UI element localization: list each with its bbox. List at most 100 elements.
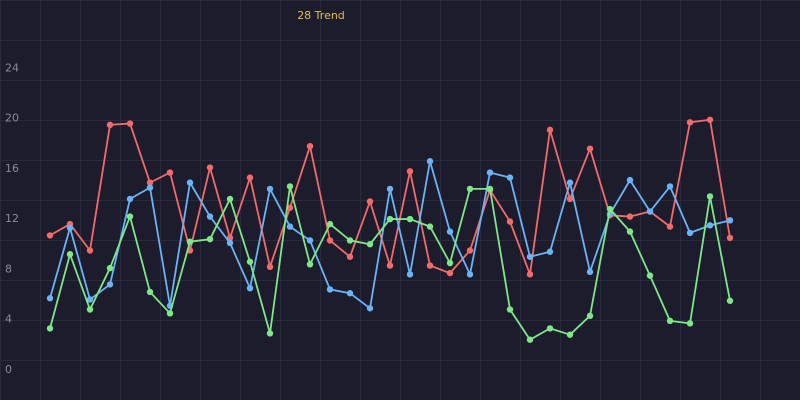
data-point xyxy=(426,262,434,269)
data-point xyxy=(126,195,134,203)
data-point xyxy=(86,296,94,303)
data-point xyxy=(466,247,474,254)
data-point xyxy=(246,258,254,265)
data-point xyxy=(326,286,334,293)
data-point xyxy=(586,145,594,152)
data-point xyxy=(526,336,534,343)
data-point xyxy=(206,164,214,171)
data-point xyxy=(686,320,694,327)
data-point xyxy=(706,116,714,123)
data-point xyxy=(266,330,274,337)
data-point xyxy=(46,295,54,302)
data-point xyxy=(46,232,54,239)
data-point xyxy=(66,224,74,232)
data-point xyxy=(726,217,734,224)
data-point xyxy=(166,310,174,317)
data-point xyxy=(666,317,674,325)
data-point xyxy=(366,241,374,248)
data-point xyxy=(466,271,474,278)
data-point xyxy=(106,281,114,288)
data-point xyxy=(206,213,214,220)
data-point xyxy=(186,179,194,186)
data-point xyxy=(566,195,574,203)
data-point xyxy=(266,185,274,193)
data-point xyxy=(686,229,694,237)
data-point xyxy=(726,297,734,304)
data-point xyxy=(406,215,414,223)
data-point xyxy=(126,120,134,127)
data-point xyxy=(486,169,494,176)
data-point xyxy=(706,222,714,229)
data-point xyxy=(726,234,734,242)
data-point xyxy=(566,331,574,338)
data-point xyxy=(666,223,674,230)
data-point xyxy=(626,213,634,220)
data-point xyxy=(146,184,154,191)
data-point xyxy=(126,213,134,220)
data-point xyxy=(566,179,574,186)
data-point xyxy=(306,261,314,268)
data-point xyxy=(86,306,94,313)
data-point xyxy=(366,198,374,205)
data-point xyxy=(686,119,694,126)
data-point xyxy=(346,290,354,297)
y-tick-label: 0 xyxy=(5,363,12,376)
data-point xyxy=(586,312,594,320)
data-point xyxy=(646,272,654,279)
data-point xyxy=(386,185,394,193)
y-tick-label: 20 xyxy=(5,112,19,125)
data-point xyxy=(646,208,654,215)
data-point xyxy=(626,228,634,235)
data-point xyxy=(526,271,534,278)
data-point xyxy=(266,263,274,271)
data-point xyxy=(586,268,594,276)
data-point xyxy=(226,239,234,247)
data-point xyxy=(286,223,294,230)
data-point xyxy=(106,264,114,272)
data-point xyxy=(626,176,634,184)
data-point xyxy=(226,195,234,203)
data-point xyxy=(506,306,514,313)
data-point xyxy=(446,259,454,267)
chart-title: 28 Trend xyxy=(297,9,345,22)
data-point xyxy=(286,204,294,211)
data-point xyxy=(206,235,214,243)
data-point xyxy=(486,185,494,193)
data-point xyxy=(606,205,614,213)
data-point xyxy=(506,218,514,225)
data-point xyxy=(386,262,394,269)
data-point xyxy=(546,126,554,134)
data-point xyxy=(326,220,334,228)
data-point xyxy=(346,253,354,260)
data-point xyxy=(506,174,514,181)
data-point xyxy=(386,215,394,223)
y-tick-label: 8 xyxy=(5,262,12,275)
data-point xyxy=(706,193,714,200)
data-point xyxy=(466,185,474,193)
data-point xyxy=(426,223,434,230)
data-point xyxy=(146,179,154,186)
data-point xyxy=(306,237,314,244)
data-point xyxy=(546,248,554,255)
y-tick-label: 4 xyxy=(5,313,12,326)
data-point xyxy=(46,325,54,332)
y-tick-label: 24 xyxy=(5,61,19,74)
data-point xyxy=(666,183,674,190)
data-point xyxy=(166,169,174,176)
data-point xyxy=(406,271,414,278)
data-point xyxy=(306,142,314,150)
data-point xyxy=(346,237,354,244)
data-point xyxy=(86,247,94,254)
data-point xyxy=(446,269,454,277)
y-tick-label: 12 xyxy=(5,212,19,225)
data-point xyxy=(406,168,414,175)
data-point xyxy=(146,288,154,296)
data-point xyxy=(246,174,254,181)
data-point xyxy=(246,284,254,292)
data-point xyxy=(446,228,454,235)
data-point xyxy=(66,251,74,258)
data-point xyxy=(326,237,334,244)
data-point xyxy=(286,183,294,190)
